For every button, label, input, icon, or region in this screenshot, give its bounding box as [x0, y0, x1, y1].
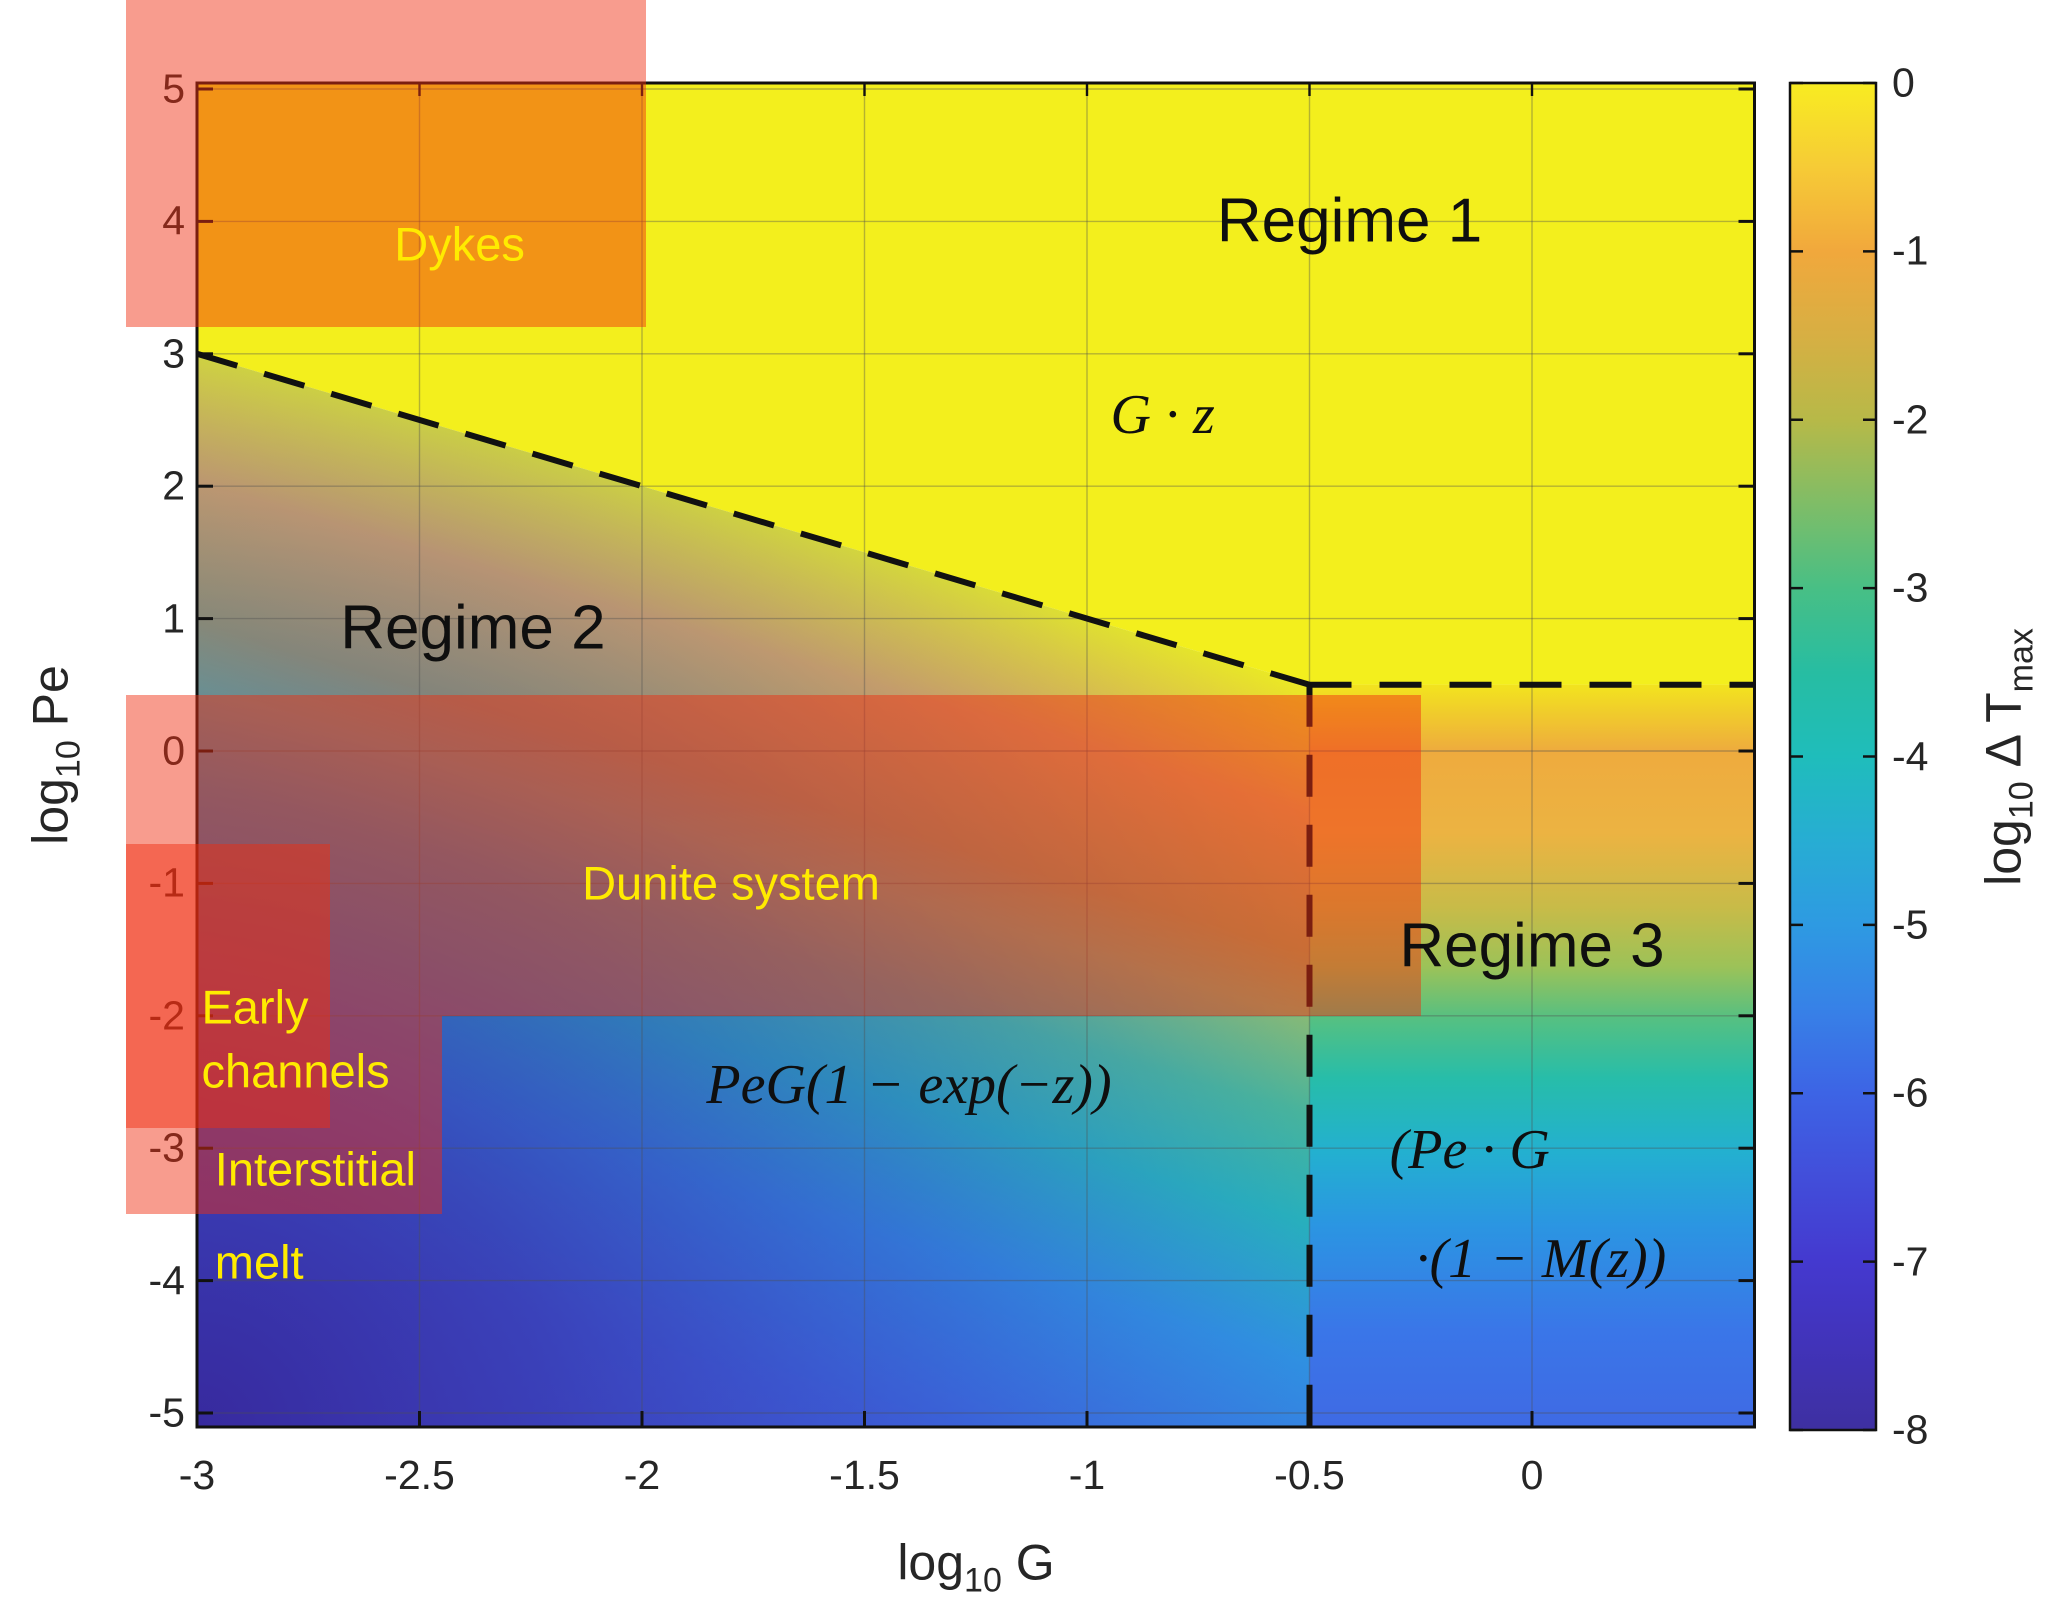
annotation-early2: channels [201, 1044, 390, 1098]
colorbar-tick-label: -8 [1892, 1406, 1929, 1453]
x-tick-label: -0.5 [1274, 1452, 1345, 1498]
colorbar-tick-label: -5 [1892, 901, 1929, 948]
y-tick-label: 4 [162, 197, 185, 244]
y-tick-label: -2 [148, 992, 185, 1039]
annotation-formula2: PeG(1 − exp(−z)) [706, 1053, 1112, 1116]
regime-boundary-lines [196, 350, 1755, 1427]
y-tick-label: -5 [148, 1389, 185, 1436]
y-tick-label: 5 [162, 65, 185, 112]
annotation-formula1: G · z [1110, 383, 1215, 446]
colorbar-tick-label: -2 [1892, 396, 1929, 443]
annotation-dykes: Dykes [394, 217, 525, 271]
annotation-formula3a: (Pe · G [1389, 1118, 1550, 1181]
annotation-early1: Early [201, 980, 309, 1034]
x-tick-label: -1.5 [829, 1452, 900, 1498]
y-tick-label: 1 [162, 595, 185, 642]
y-tick-label: -1 [148, 859, 185, 906]
x-axis-label: log10 G [897, 1534, 1055, 1600]
x-tick-label: -2.5 [384, 1452, 455, 1498]
colorbar-tick-label: -1 [1892, 227, 1929, 274]
regime1-field [197, 83, 1755, 685]
y-tick-label: -4 [148, 1257, 185, 1304]
colorbar-tick-label: -7 [1892, 1238, 1929, 1285]
x-tick-label: -2 [623, 1452, 661, 1498]
y-tick-label: 0 [162, 727, 185, 774]
colorbar [1788, 81, 1878, 1432]
y-tick-label: 2 [162, 462, 185, 509]
colorbar-tick-marks [1790, 81, 1876, 1432]
plot-border [195, 81, 1756, 1429]
colorbar-tick-label: -3 [1892, 564, 1929, 611]
colorbar-tick-label: -6 [1892, 1069, 1929, 1116]
annotation-formula3b: ·(1 − M(z)) [1415, 1228, 1667, 1291]
annotation-regime2: Regime 2 [340, 593, 606, 663]
annotation-dunite: Dunite system [582, 856, 880, 910]
regime2-field-corner-shade [197, 353, 1310, 1427]
annotation-regime1: Regime 1 [1216, 186, 1483, 256]
x-tick-label: -3 [178, 1452, 216, 1498]
axis-tick-marks [195, 83, 1755, 1427]
annotation-inter2: melt [214, 1235, 304, 1289]
colorbar-tick-label: 0 [1892, 59, 1915, 106]
annotation-inter1: Interstitial [214, 1142, 416, 1196]
y-axis-label: log10 Pe [22, 665, 88, 845]
regime3-field [1309, 684, 1755, 1427]
colorbar-label: log10 Δ Tmax [1975, 628, 2041, 886]
x-tick-label: -1 [1068, 1452, 1106, 1498]
annotation-regime3: Regime 3 [1399, 911, 1665, 981]
y-tick-label: 3 [162, 330, 185, 377]
y-tick-label: -3 [148, 1124, 185, 1171]
x-tick-label: 0 [1520, 1452, 1544, 1498]
colorbar-tick-label: -4 [1892, 733, 1929, 779]
